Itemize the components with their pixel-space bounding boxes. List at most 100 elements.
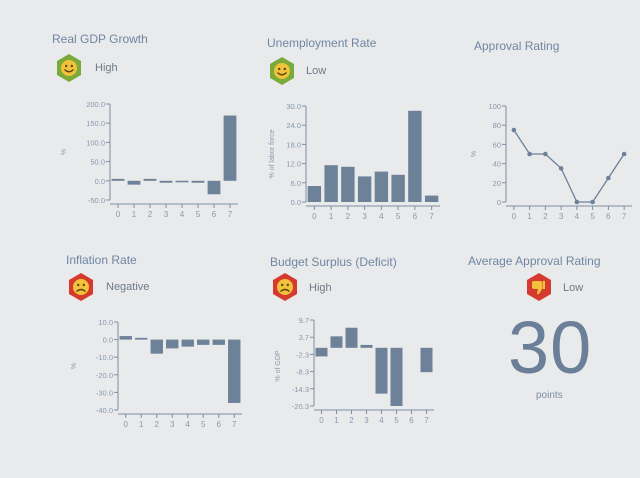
x-tick-label: 0 [512,212,517,221]
bar [150,339,163,354]
bar [307,186,322,202]
bar [330,336,343,348]
data-point [590,199,595,205]
sad-face-icon [69,273,93,301]
bar [111,178,125,181]
y-tick-label: -14.3 [292,385,309,394]
bar [212,339,225,345]
x-tick-label: 0 [116,210,121,219]
x-tick-label: 7 [228,210,233,219]
y-tick-label: 150.0 [86,119,105,128]
x-tick-label: 5 [201,420,206,429]
x-tick-label: 3 [364,416,369,425]
bar [207,180,221,195]
y-axis-label: % of GDP [275,350,282,381]
x-tick-label: 6 [606,212,611,221]
x-tick-label: 2 [155,420,160,429]
x-tick-label: 0 [312,212,317,221]
y-axis-label: % [71,363,78,369]
bar [197,339,210,345]
x-tick-label: 4 [186,420,191,429]
x-tick-label: 0 [124,420,129,429]
bar [375,347,388,394]
x-tick-label: 1 [329,212,334,221]
bar [228,339,241,403]
bar [166,339,179,349]
panel-title-gdp: Real GDP Growth [52,32,148,46]
x-tick-label: 1 [527,212,532,221]
unemployment-chart: 30.0 24.0 18.0 12.0 6.0 0.0 0 1 2 3 4 5 6 7 % of labor… [269,102,440,221]
x-tick-label: 2 [349,416,354,425]
bar [391,174,405,202]
x-tick-label: 6 [217,420,222,429]
x-tick-label: 2 [148,210,153,219]
y-tick-label: -50.0 [88,196,105,205]
x-tick-label: 6 [409,416,414,425]
bar [159,180,173,183]
y-tick-label: 200.0 [86,100,105,109]
bar [390,347,403,406]
y-tick-label: 30.0 [286,102,301,111]
x-tick-label: 2 [346,212,351,221]
y-tick-label: -40.0 [96,406,113,415]
x-tick-label: 5 [394,416,399,425]
x-tick-label: 1 [139,420,144,429]
x-tick-label: 0 [319,416,324,425]
bar [191,180,205,183]
x-tick-label: 3 [362,212,367,221]
bar [315,347,328,357]
budget-surplus-chart: 9.7 3.7 -2.3 -8.3 -14.3 -20.3 0 1 2 3 4 5 6 7 % of GDP [275,316,434,425]
y-tick-label: 10.0 [98,318,113,327]
data-point [621,151,627,157]
y-tick-label: 60 [493,140,501,149]
y-tick-label: 50.0 [90,158,105,167]
bar [181,339,194,347]
y-tick-label: 20 [493,179,501,188]
bar [360,344,373,348]
y-tick-label: -8.3 [296,368,309,377]
y-tick-label: 24.0 [286,121,301,130]
x-tick-label: 7 [622,212,627,221]
panel-title-avg-approval: Average Approval Rating [468,254,601,268]
avg-approval-status: Low [563,282,584,294]
y-tick-label: 9.7 [299,316,309,325]
y-tick-label: -30.0 [96,388,113,397]
panel-title-approval: Approval Rating [474,39,560,53]
data-point [558,166,564,171]
x-tick-label: 5 [396,212,401,221]
data-point [606,175,611,181]
thumbs-down-icon [527,273,551,301]
x-tick-label: 4 [180,210,185,219]
bar [223,115,237,181]
unemployment-status: Low [306,65,327,77]
y-tick-label: 100 [488,102,501,111]
x-tick-label: 7 [232,420,237,429]
bar [345,327,358,348]
gdp-growth-chart: 200.0 150.0 100.0 50.0 0.0 -50.0 0 1 2 3 4 5 6 7% [61,100,238,219]
y-axis-label: % [471,151,478,157]
sad-face-icon [273,273,297,301]
bar [135,337,148,340]
data-point [574,199,580,205]
series-line [513,129,625,203]
happy-face-icon [57,54,81,82]
x-tick-label: 5 [590,212,595,221]
bar [424,195,439,202]
y-tick-label: 3.7 [299,333,309,342]
bar [374,171,389,202]
y-tick-label: 40 [493,160,501,169]
y-tick-label: 0.0 [291,198,301,207]
data-point [511,127,517,133]
data-point [527,151,532,157]
y-tick-label: -10.0 [96,353,113,362]
inflation-status: Negative [106,281,150,293]
avg-approval-unit: points [536,390,563,401]
bar [341,166,355,202]
gdp-status: High [95,62,118,74]
y-tick-label: 12.0 [286,160,301,169]
inflation-chart: 10.0 0.0 -10.0 -20.0 -30.0 -40.0 0 1 2 3 4 5 6 7% [71,318,242,429]
y-tick-label: -20.0 [96,371,113,380]
bar [357,176,372,202]
x-tick-label: 3 [164,210,169,219]
bar [420,347,433,373]
